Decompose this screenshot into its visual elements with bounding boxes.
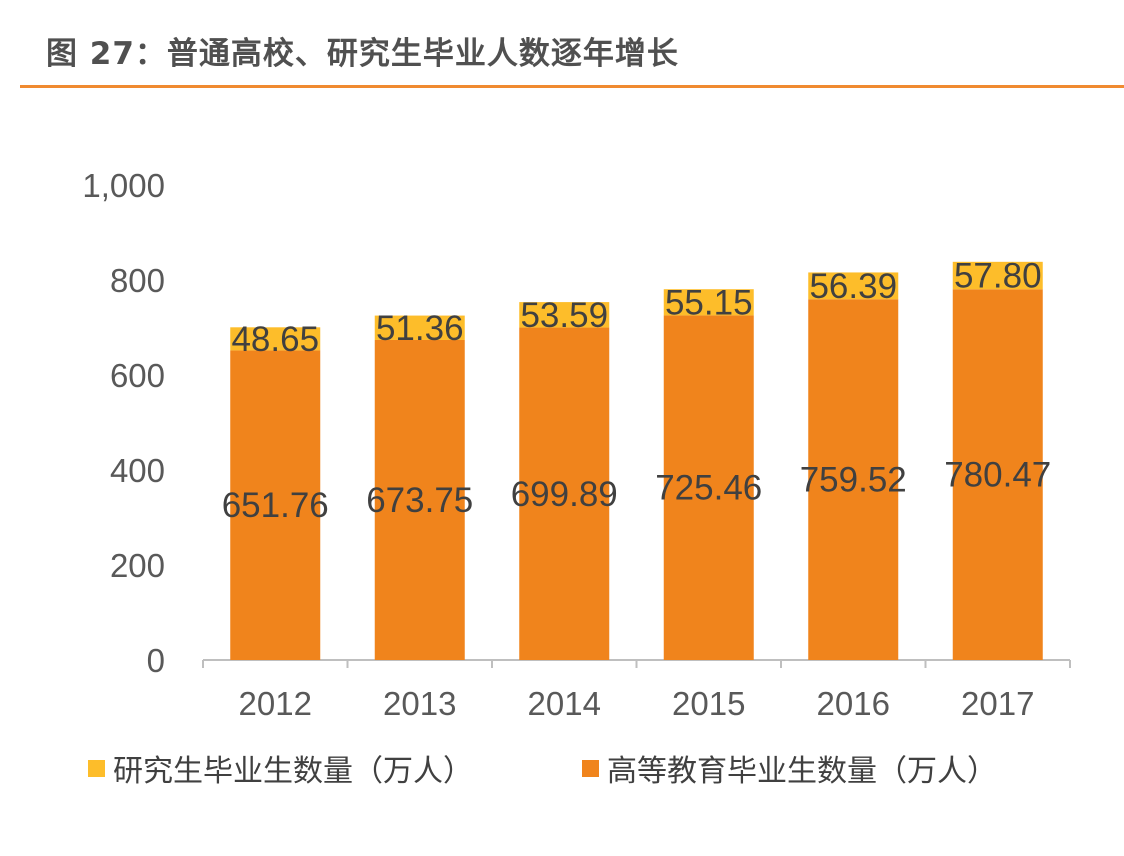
bar-graduate-2014 [519,302,610,328]
data-label-higher-education: 673.75 [366,481,473,520]
data-label-higher-education: 725.46 [655,469,762,508]
data-label-graduate: 56.39 [809,267,897,306]
data-label-graduate: 51.36 [376,309,464,348]
bar-higher-education-2017 [952,289,1043,660]
title-divider [20,85,1124,88]
data-label-graduate: 57.80 [954,257,1042,296]
data-label-higher-education: 759.52 [800,461,907,500]
bar-higher-education-2014 [519,327,610,660]
bar-graduate-2012 [230,327,321,351]
y-tick-label: 200 [110,547,165,584]
y-tick-label: 600 [110,357,165,394]
x-tick-label: 2012 [239,685,312,722]
x-tick-label: 2015 [672,685,745,722]
data-label-higher-education: 699.89 [511,475,618,514]
legend-swatch-graduate [88,760,105,777]
y-tick-label: 0 [147,642,165,679]
data-label-graduate: 48.65 [231,320,319,359]
data-label-higher-education: 780.47 [944,456,1051,495]
bar-graduate-2015 [663,289,754,316]
legend-label-higher-education: 高等教育毕业生数量（万人） [607,754,997,789]
bar-graduate-2017 [952,261,1043,290]
data-label-graduate: 55.15 [665,283,753,322]
y-tick-label: 1,000 [82,167,165,204]
data-label-higher-education: 651.76 [222,486,329,525]
bar-graduate-2013 [374,315,465,340]
x-tick-label: 2016 [817,685,890,722]
bar-graduate-2016 [808,272,899,300]
y-tick-label: 800 [110,262,165,299]
chart-title: 图 27：普通高校、研究生毕业人数逐年增长 [46,36,679,72]
bar-higher-education-2015 [663,315,754,660]
legend-swatch-higher-education [582,760,599,777]
bar-higher-education-2013 [374,339,465,660]
legend-label-graduate: 研究生毕业生数量（万人） [113,754,473,789]
data-label-graduate: 53.59 [520,296,608,335]
bar-higher-education-2012 [230,350,321,660]
bar-higher-education-2016 [808,299,899,660]
x-tick-label: 2017 [961,685,1034,722]
y-tick-label: 400 [110,452,165,489]
x-tick-label: 2013 [383,685,456,722]
x-tick-label: 2014 [528,685,601,722]
